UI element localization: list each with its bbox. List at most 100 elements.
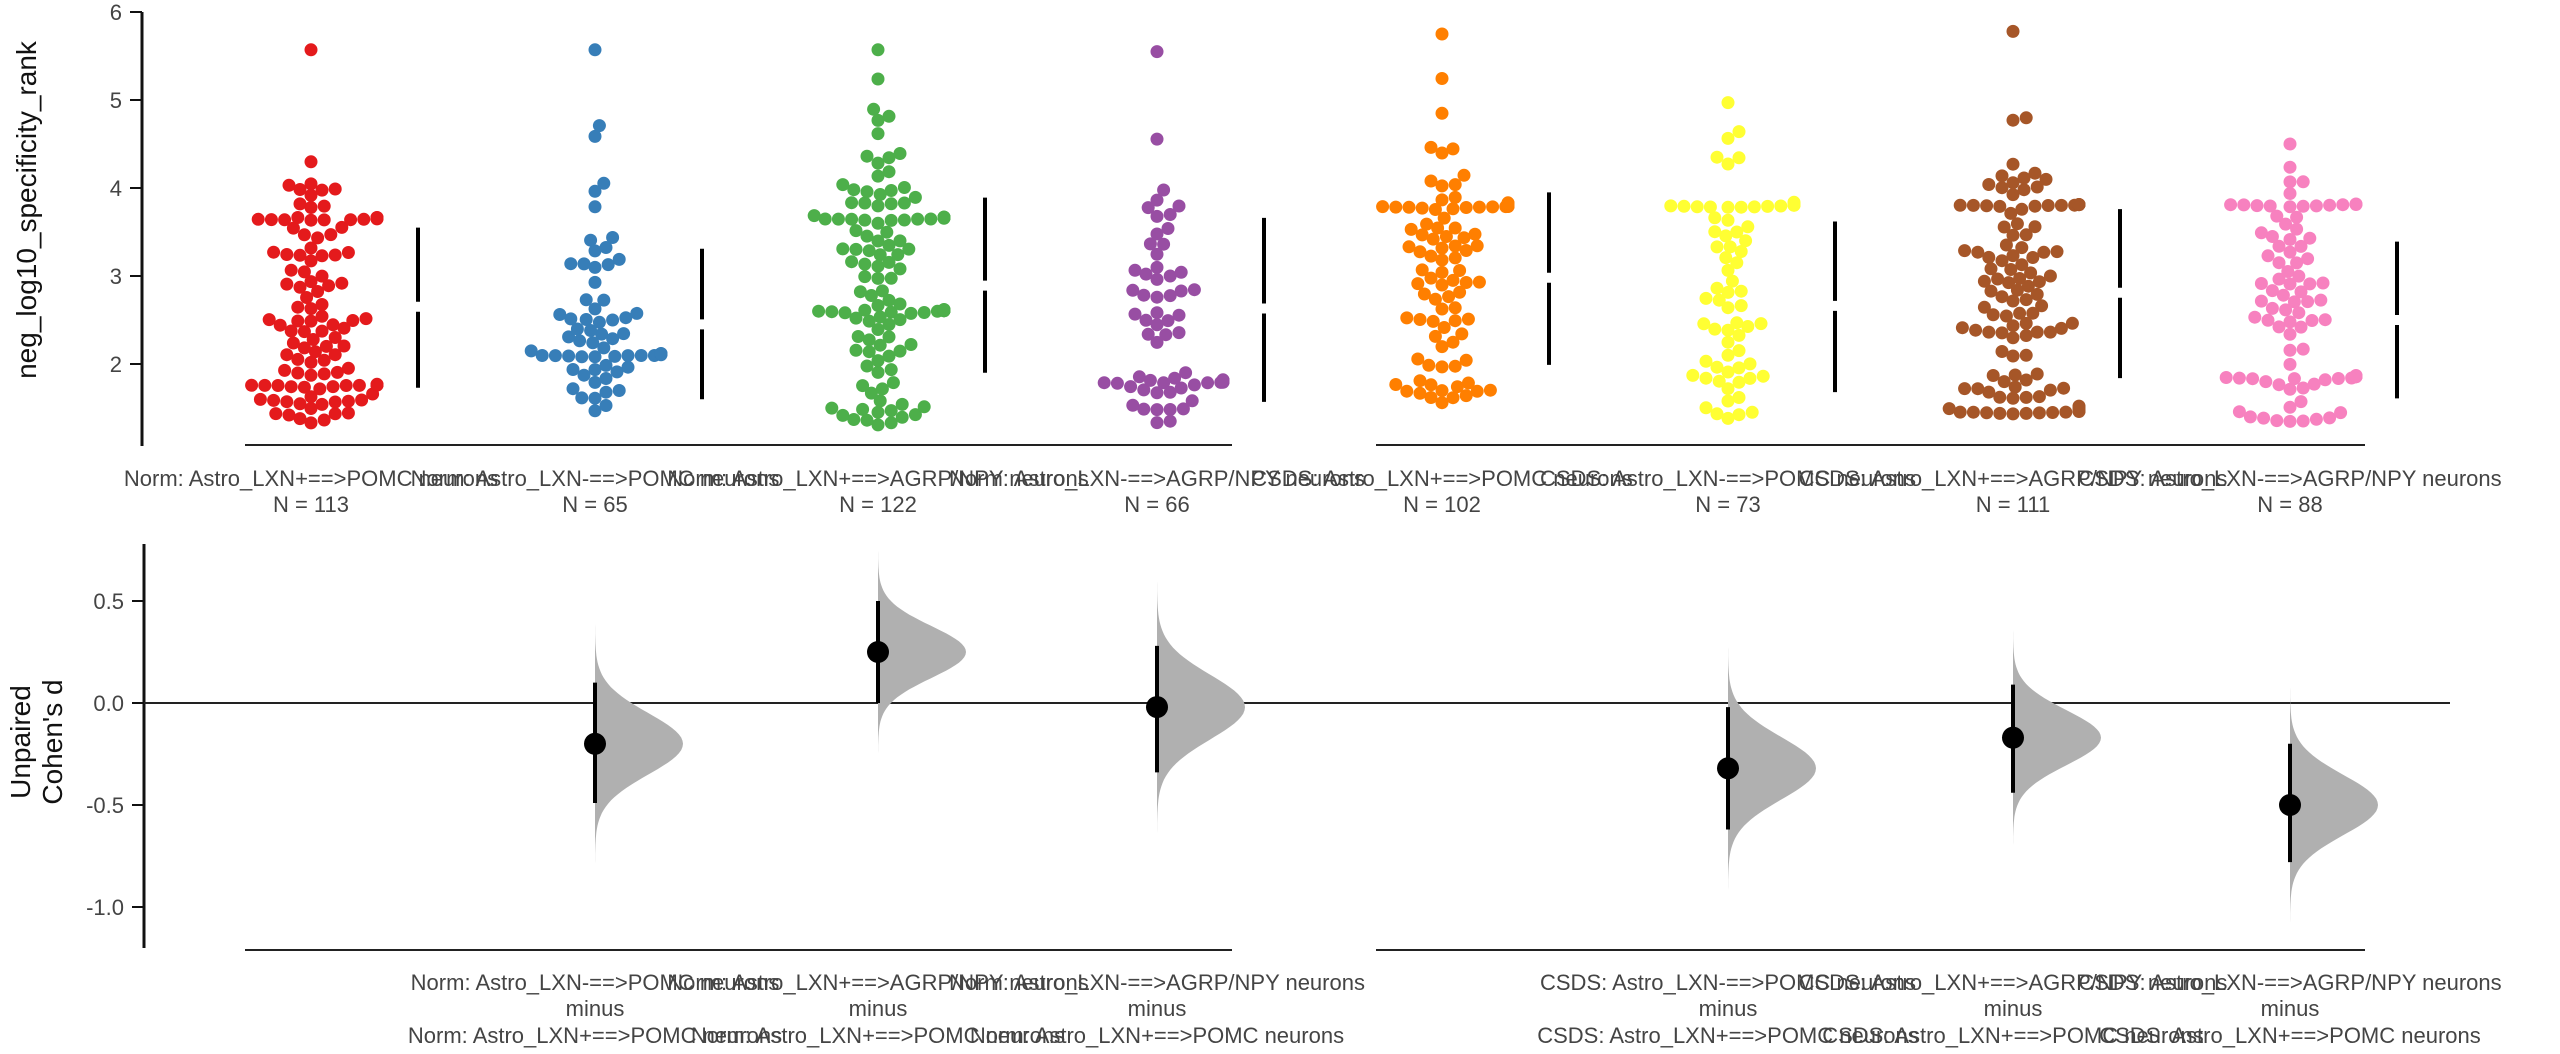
swarm-group: [1097, 45, 1230, 430]
swarm-point: [293, 197, 307, 211]
swarm-point: [297, 341, 311, 355]
swarm-point: [2296, 414, 2310, 428]
swarm-point: [2043, 269, 2057, 283]
swarm-point: [280, 277, 294, 291]
swarm-point: [619, 311, 633, 325]
swarm-point: [1128, 307, 1142, 321]
swarm-point: [1721, 365, 1735, 379]
swarm-point: [2043, 325, 2057, 339]
top-y-tick-label: 4: [110, 176, 122, 201]
swarm-point: [2010, 217, 2024, 231]
swarm-point: [2015, 258, 2029, 272]
swarm-point: [845, 196, 859, 210]
swarm-point: [344, 213, 358, 227]
swarm-point: [315, 183, 329, 197]
swarm-point: [880, 225, 894, 239]
swarm-point: [606, 231, 620, 244]
swarm-point: [2316, 276, 2330, 290]
swarm-point: [271, 379, 285, 392]
swarm-point: [2030, 180, 2044, 194]
swarm-point: [1997, 375, 2011, 389]
swarm-point: [1446, 202, 1460, 216]
mean-sd-bars: [416, 192, 2399, 402]
swarm-point: [1455, 327, 1469, 341]
swarm-point: [1708, 225, 1722, 239]
swarm-point: [1721, 301, 1735, 315]
swarm-point: [1721, 348, 1735, 362]
swarm-point: [315, 249, 329, 263]
swarm-point: [1174, 381, 1188, 395]
swarm-point: [884, 404, 898, 418]
swarm-point: [370, 211, 384, 224]
swarm-point: [1745, 405, 1759, 419]
effect-size-marks: [584, 545, 2378, 929]
swarm-point: [871, 405, 885, 419]
swarm-point: [897, 196, 911, 210]
group-label: Norm: Astro_LXN+==>AGRP/NPY neurons: [667, 466, 1088, 491]
swarm-point: [1400, 311, 1414, 325]
swarm-point: [2283, 175, 2297, 189]
swarm-point: [2303, 277, 2317, 291]
bottom-y-axis-title-line1: Unpaired: [5, 685, 36, 799]
swarm-point: [599, 358, 613, 372]
swarm-point: [2232, 405, 2246, 419]
swarm-point: [856, 379, 870, 393]
group-n-label: N = 122: [839, 492, 917, 517]
swarm-point: [357, 212, 371, 226]
group-label: CSDS: Astro_LXN-==>AGRP/NPY neurons: [2078, 466, 2501, 491]
swarm-point: [884, 184, 898, 197]
swarm-point: [1953, 198, 1967, 212]
swarm-point: [882, 255, 896, 269]
delta-test-label: Norm: Astro_LXN-==>AGRP/NPY neurons: [949, 970, 1365, 995]
swarm-point: [1739, 234, 1753, 248]
swarm-point: [884, 305, 898, 319]
swarm-point: [1150, 403, 1164, 417]
swarm-point: [562, 330, 576, 344]
swarm-point: [2015, 202, 2029, 216]
swarm-point: [311, 231, 325, 245]
swarm-point: [1448, 301, 1462, 315]
top-y-ticks: 2 3 4 5 6: [110, 0, 142, 377]
swarm-point: [871, 354, 885, 368]
swarm-point: [584, 324, 598, 337]
swarm-point: [1187, 283, 1201, 297]
swarm-point: [2019, 348, 2033, 362]
swarm-point: [1448, 190, 1462, 204]
swarm-point: [1413, 374, 1427, 388]
swarm-point: [1176, 402, 1190, 416]
swarm-point: [588, 244, 602, 258]
swarm-point: [1712, 374, 1726, 388]
swarm-point: [1420, 217, 1434, 231]
swarm-point: [1977, 274, 1991, 288]
swarm-point: [1942, 402, 1956, 416]
swarm-point: [2006, 228, 2020, 242]
swarm-point: [2237, 198, 2251, 212]
swarm-point: [893, 262, 907, 276]
swarm-point: [346, 314, 360, 327]
swarm-point: [304, 155, 318, 169]
bottom-y-axis-title-line2: Cohen's d: [37, 679, 68, 804]
swarm-point: [871, 43, 885, 57]
swarm-point: [1459, 276, 1473, 289]
swarm-point: [2292, 269, 2306, 283]
swarm-point: [1201, 376, 1215, 390]
swarm-point: [291, 300, 305, 314]
swarm-point: [818, 212, 832, 226]
swarm-point: [1435, 179, 1449, 193]
swarm-point: [2254, 226, 2268, 240]
swarm-point: [577, 368, 591, 382]
swarm-point: [1732, 361, 1746, 375]
group-n-label: N = 66: [1124, 492, 1189, 517]
delta-test-label: CSDS: Astro_LXN+==>AGRP/NPY neurons: [1799, 970, 2228, 995]
swarm-point: [304, 275, 318, 289]
swarm-point: [2283, 327, 2297, 341]
swarm-point: [1376, 200, 1390, 214]
swarm-point: [871, 259, 885, 273]
swarm-point: [849, 242, 863, 256]
swarm-point: [304, 201, 318, 214]
swarm-point: [1721, 131, 1735, 145]
swarm-point: [2296, 175, 2310, 189]
swarm-point: [873, 188, 887, 201]
swarm-point: [1448, 251, 1462, 265]
swarm-point: [1448, 314, 1462, 328]
